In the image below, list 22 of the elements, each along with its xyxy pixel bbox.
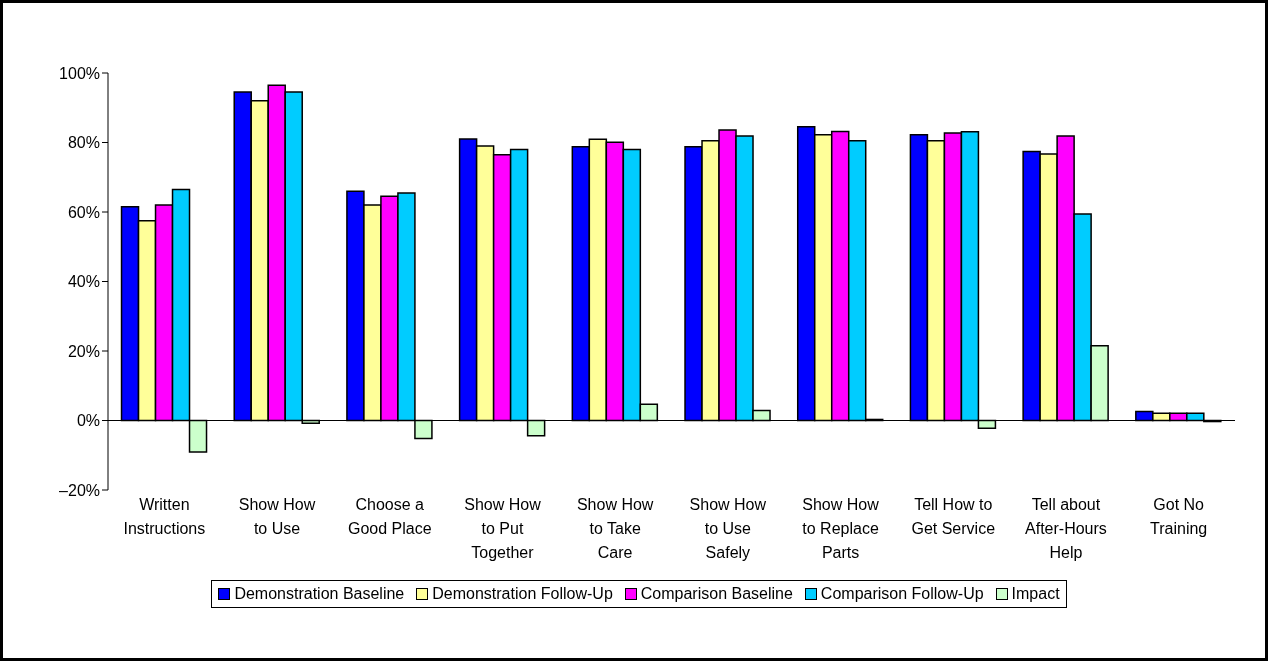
legend-label: Demonstration Follow-Up [432,585,613,603]
y-tick-label: 100% [59,64,100,82]
x-tick-label: Got No Training [1150,496,1208,537]
x-tick-label: Tell about After-Hours Help [1025,496,1107,561]
y-tick-label: 60% [67,203,100,221]
y-tick-label: 80% [67,134,100,152]
x-tick-label: Show How to Use [238,496,316,537]
x-tick-label: Tell How to Get Service [911,496,996,537]
x-tick-label: Show How to Use Safely [689,496,767,561]
x-tick-label: Written Instructions [123,496,206,537]
legend-label: Comparison Follow-Up [820,585,984,603]
x-tick-label: Show How to Take Care [576,496,654,561]
y-tick-label: 0% [76,412,100,430]
legend-label: Comparison Baseline [640,585,793,603]
x-tick-label: Choose a Good Place [347,496,432,537]
legend-label: Demonstration Baseline [234,585,405,603]
legend-label: Impact [1011,585,1060,603]
y-tick-label: 40% [67,273,100,291]
x-tick-label: Show How to Put Together [464,496,542,561]
y-tick-label: 20% [67,342,100,360]
x-tick-label: Show How to Replace Parts [802,496,880,561]
y-tick-label: –20% [59,481,100,499]
